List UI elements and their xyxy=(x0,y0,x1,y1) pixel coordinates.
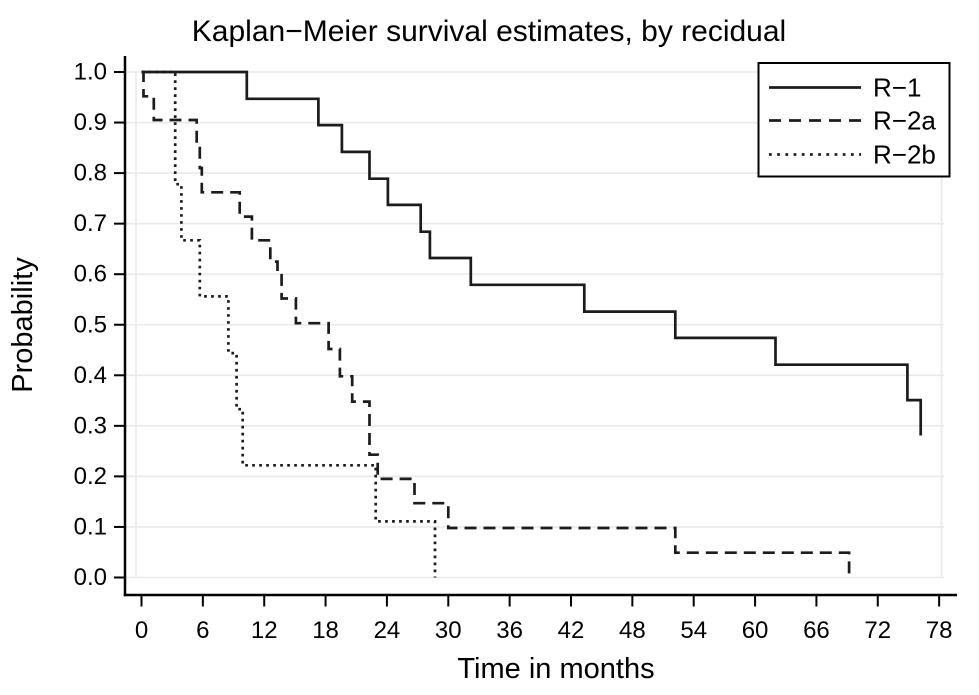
y-tick-label-0.5: 0.5 xyxy=(74,311,107,338)
axes-group xyxy=(123,56,957,597)
chart-title: Kaplan−Meier survival estimates, by reci… xyxy=(192,15,786,48)
legend-label-r1: R−1 xyxy=(873,73,921,103)
legend-item-r2b: R−2b xyxy=(769,140,936,170)
y-axis-title: Probability xyxy=(7,257,39,393)
survival-curve-r-2b xyxy=(141,70,437,578)
x-tick-label-0: 0 xyxy=(135,617,148,644)
y-tick-label-0.6: 0.6 xyxy=(74,261,107,288)
x-tick-label-36: 36 xyxy=(496,617,523,644)
tick-labels-group: 0.0 0.1 0.2 0.3 0.4 0.5 0.6 0.7 0.8 0.9 1.0 0 6 12 18 2… xyxy=(74,59,953,645)
legend: R−1 R−2a R−2b xyxy=(757,62,951,178)
y-tick-label-0.0: 0.0 xyxy=(74,564,107,591)
x-tick-label-42: 42 xyxy=(558,617,585,644)
x-tick-label-72: 72 xyxy=(864,617,891,644)
survival-curves-group xyxy=(141,70,923,578)
x-tick-label-78: 78 xyxy=(926,617,953,644)
y-tick-label-0.7: 0.7 xyxy=(74,210,107,237)
x-tick-label-66: 66 xyxy=(803,617,830,644)
x-tick-label-24: 24 xyxy=(374,617,401,644)
x-tick-label-60: 60 xyxy=(742,617,769,644)
y-tick-label-0.3: 0.3 xyxy=(74,412,107,439)
x-tick-label-12: 12 xyxy=(251,617,278,644)
survival-curve-r-2a xyxy=(141,70,851,574)
x-tick-label-6: 6 xyxy=(196,617,209,644)
legend-label-r2a: R−2a xyxy=(873,106,936,136)
y-tick-label-0.1: 0.1 xyxy=(74,513,107,540)
x-tick-label-30: 30 xyxy=(435,617,462,644)
x-tick-label-54: 54 xyxy=(680,617,707,644)
x-axis-title: Time in months xyxy=(457,653,654,685)
legend-item-r2a: R−2a xyxy=(769,106,936,136)
legend-label-r2b: R−2b xyxy=(873,140,936,170)
survival-curve-r-1 xyxy=(141,70,923,436)
tick-marks-group xyxy=(114,71,941,607)
y-tick-label-1.0: 1.0 xyxy=(74,59,107,86)
y-tick-label-0.8: 0.8 xyxy=(74,160,107,187)
y-tick-label-0.9: 0.9 xyxy=(74,109,107,136)
y-tick-label-0.4: 0.4 xyxy=(74,362,107,389)
y-tick-label-0.2: 0.2 xyxy=(74,463,107,490)
x-tick-label-18: 18 xyxy=(312,617,339,644)
x-tick-label-48: 48 xyxy=(619,617,646,644)
legend-item-r1: R−1 xyxy=(769,73,921,103)
